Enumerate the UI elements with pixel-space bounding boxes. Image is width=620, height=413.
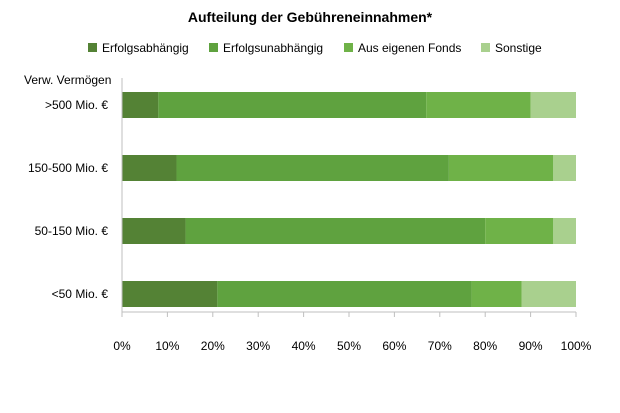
bar-segment (530, 92, 576, 118)
x-tick-label: 20% (201, 339, 225, 353)
bar-segment (122, 218, 186, 244)
y-axis-label: Verw. Vermögen (24, 73, 111, 87)
bar-segment (217, 281, 472, 307)
legend-swatch (88, 43, 97, 52)
x-tick-label: 100% (561, 339, 592, 353)
bar-segment (122, 281, 218, 307)
legend-label: Sonstige (495, 41, 542, 55)
category-labels: >500 Mio. € 150-500 Mio. € 50-150 Mio. € <5… (28, 98, 108, 301)
category-label: 150-500 Mio. € (28, 161, 108, 175)
bar-segment (158, 92, 427, 118)
x-tick-label: 60% (382, 339, 406, 353)
x-tick-label: 70% (428, 339, 452, 353)
legend-label: Erfolgsabhängig (102, 41, 189, 55)
bar-segment (448, 155, 554, 181)
bar-segment (553, 218, 576, 244)
category-label: <50 Mio. € (52, 287, 109, 301)
legend: Erfolgsabhängig Erfolgsunabhängig Aus eige… (88, 41, 542, 55)
bar-segment (122, 92, 159, 118)
x-tick-label: 10% (155, 339, 179, 353)
x-tick-label: 40% (292, 339, 316, 353)
x-tick-label: 80% (473, 339, 497, 353)
x-axis: 0% 10% 20% 30% 40% 50% 60% 70% 80% 90% 100% (113, 78, 592, 353)
bar-segment (176, 155, 449, 181)
bar-segment (485, 218, 554, 244)
legend-label: Erfolgsunabhängig (223, 41, 323, 55)
bar-segment (521, 281, 576, 307)
category-label: >500 Mio. € (45, 98, 108, 112)
legend-swatch (209, 43, 218, 52)
legend-swatch (481, 43, 490, 52)
chart-title: Aufteilung der Gebühreneinnahmen* (188, 9, 433, 25)
x-tick-label: 50% (337, 339, 361, 353)
x-tick-label: 30% (246, 339, 270, 353)
bar-segment (426, 92, 531, 118)
x-tick-label: 90% (519, 339, 543, 353)
category-label: 50-150 Mio. € (35, 224, 109, 238)
legend-swatch (344, 43, 353, 52)
bar-segment (185, 218, 486, 244)
bar-segment (122, 155, 177, 181)
plot-area (122, 92, 576, 307)
bar-segment (553, 155, 576, 181)
legend-label: Aus eigenen Fonds (358, 41, 461, 55)
bar-segment (471, 281, 522, 307)
x-tick-label: 0% (113, 339, 131, 353)
